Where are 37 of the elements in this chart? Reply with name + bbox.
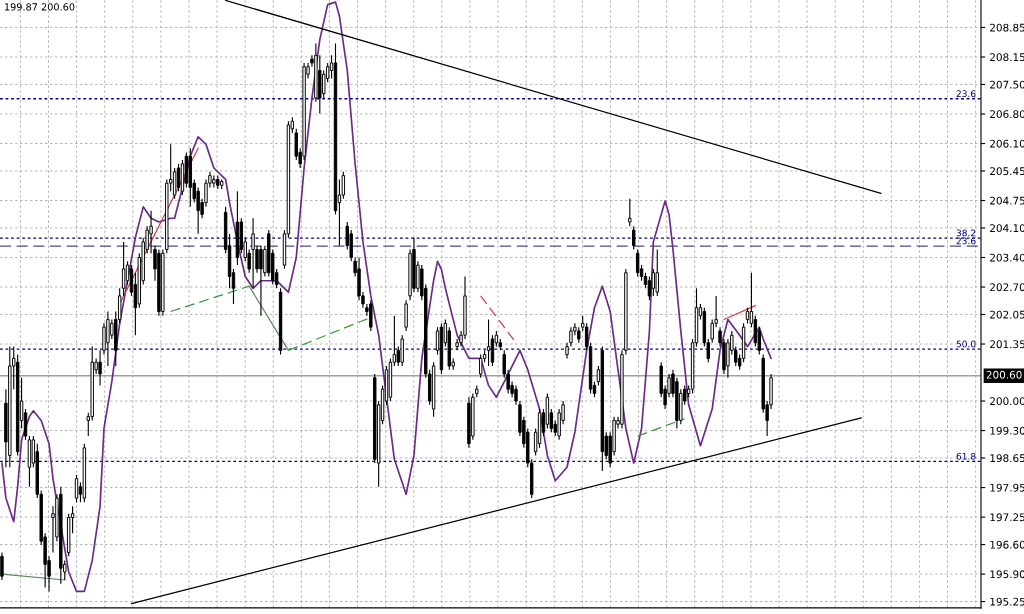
candlestick bbox=[369, 299, 373, 332]
candlestick bbox=[651, 268, 656, 297]
y-tick-label: 208.15 bbox=[990, 53, 1024, 62]
y-tick-label: 197.25 bbox=[990, 513, 1024, 522]
candlestick bbox=[647, 275, 652, 301]
candlestick bbox=[632, 225, 636, 251]
candlestick bbox=[655, 248, 659, 297]
y-tick-label: 197.95 bbox=[990, 483, 1024, 492]
candlestick bbox=[404, 299, 408, 332]
y-tick-label: 205.45 bbox=[990, 167, 1024, 176]
candlestick bbox=[212, 175, 216, 188]
candlestick bbox=[106, 310, 110, 367]
annotation: 61.8 bbox=[956, 452, 976, 460]
y-tick-label: 198.65 bbox=[990, 454, 1024, 463]
candlestick bbox=[490, 334, 495, 367]
annotation: 23.6 bbox=[956, 90, 976, 98]
annotation: 199.87 200.60 bbox=[4, 3, 75, 11]
candlestick bbox=[635, 248, 640, 278]
candlestick bbox=[74, 474, 79, 503]
y-tick-label: 201.35 bbox=[990, 340, 1024, 349]
annotation: 38.2 bbox=[956, 229, 976, 237]
candlestick bbox=[176, 163, 181, 192]
y-tick-label: 204.75 bbox=[990, 196, 1024, 205]
y-tick-label: 195.25 bbox=[990, 597, 1024, 606]
y-tick-label: 202.05 bbox=[990, 310, 1024, 319]
ref-line-label: 200.60 bbox=[986, 370, 1022, 379]
annotation: 50.0 bbox=[956, 340, 976, 348]
annotation: 23.6 bbox=[956, 237, 976, 245]
y-tick-label: 208.85 bbox=[990, 23, 1024, 32]
candlestick bbox=[251, 217, 255, 289]
candlestick bbox=[172, 167, 177, 200]
candlestick bbox=[628, 198, 632, 227]
candlestick bbox=[0, 552, 4, 581]
candlestick bbox=[259, 245, 263, 317]
candlestick bbox=[478, 354, 483, 379]
candlestick bbox=[400, 334, 404, 367]
line-series bbox=[1, 1, 772, 593]
